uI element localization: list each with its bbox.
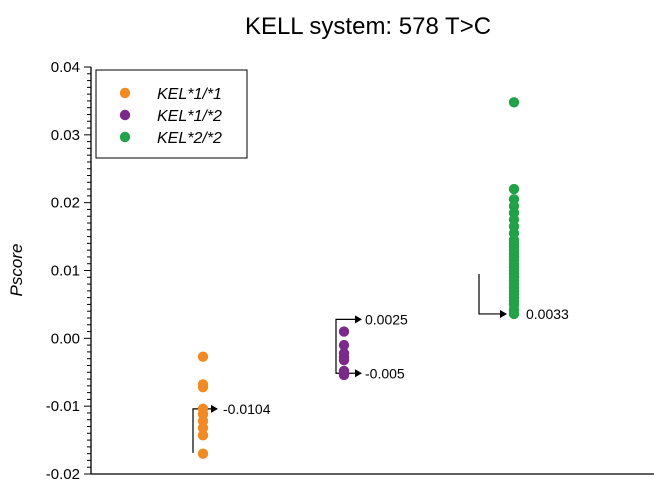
annotation-label: -0.005 [365, 365, 405, 381]
chart-title: KELL system: 578 T>C [245, 13, 491, 40]
data-point [508, 308, 520, 320]
y-tick-label: 0.00 [51, 330, 80, 347]
annotation-arrowhead [355, 315, 362, 324]
data-point [338, 326, 350, 337]
annotation-arrowhead [355, 369, 362, 378]
data-point [197, 448, 209, 459]
data-point [197, 422, 209, 434]
data-point [508, 183, 520, 195]
data-point [197, 381, 209, 393]
y-tick-label: 0.04 [51, 59, 80, 76]
legend-marker [119, 109, 131, 121]
y-tick-label: 0.02 [51, 195, 80, 212]
annotation-arrowhead [500, 309, 507, 318]
annotation-label: 0.0033 [526, 306, 569, 322]
series-group [508, 97, 520, 320]
points-layer [197, 97, 520, 459]
y-tick-label: -0.02 [46, 466, 80, 483]
annotation-label: 0.0025 [365, 311, 408, 327]
series-group [338, 326, 350, 381]
annotation-bracket [478, 273, 500, 315]
annotation-layer: -0.0104 0.0025 -0.005 0.0033 [192, 273, 569, 453]
data-point [338, 354, 350, 366]
y-tick-label: -0.01 [46, 398, 80, 415]
data-point [338, 369, 350, 381]
data-point [197, 430, 209, 441]
data-point [197, 351, 209, 362]
annotation-label: -0.0104 [223, 401, 271, 417]
legend-label: KEL*2/*2 [157, 130, 222, 147]
series-group [197, 351, 209, 459]
annotation-arrowhead [211, 404, 218, 413]
data-point [508, 97, 520, 108]
data-point [338, 339, 350, 351]
y-tick-label: 0.01 [51, 263, 80, 280]
legend: KEL*1/*1 KEL*1/*2 KEL*2/*2 [95, 69, 248, 159]
legend-label: KEL*1/*1 [157, 86, 222, 103]
legend-label: KEL*1/*2 [157, 108, 222, 125]
legend-marker [119, 131, 131, 143]
y-axis-label: Pscore [7, 244, 26, 297]
legend-marker [119, 87, 131, 99]
y-tick-label: 0.03 [51, 127, 80, 144]
axis-layer: -0.02 -0.01 0.00 0.01 0.02 0.03 0.04 [46, 59, 654, 483]
